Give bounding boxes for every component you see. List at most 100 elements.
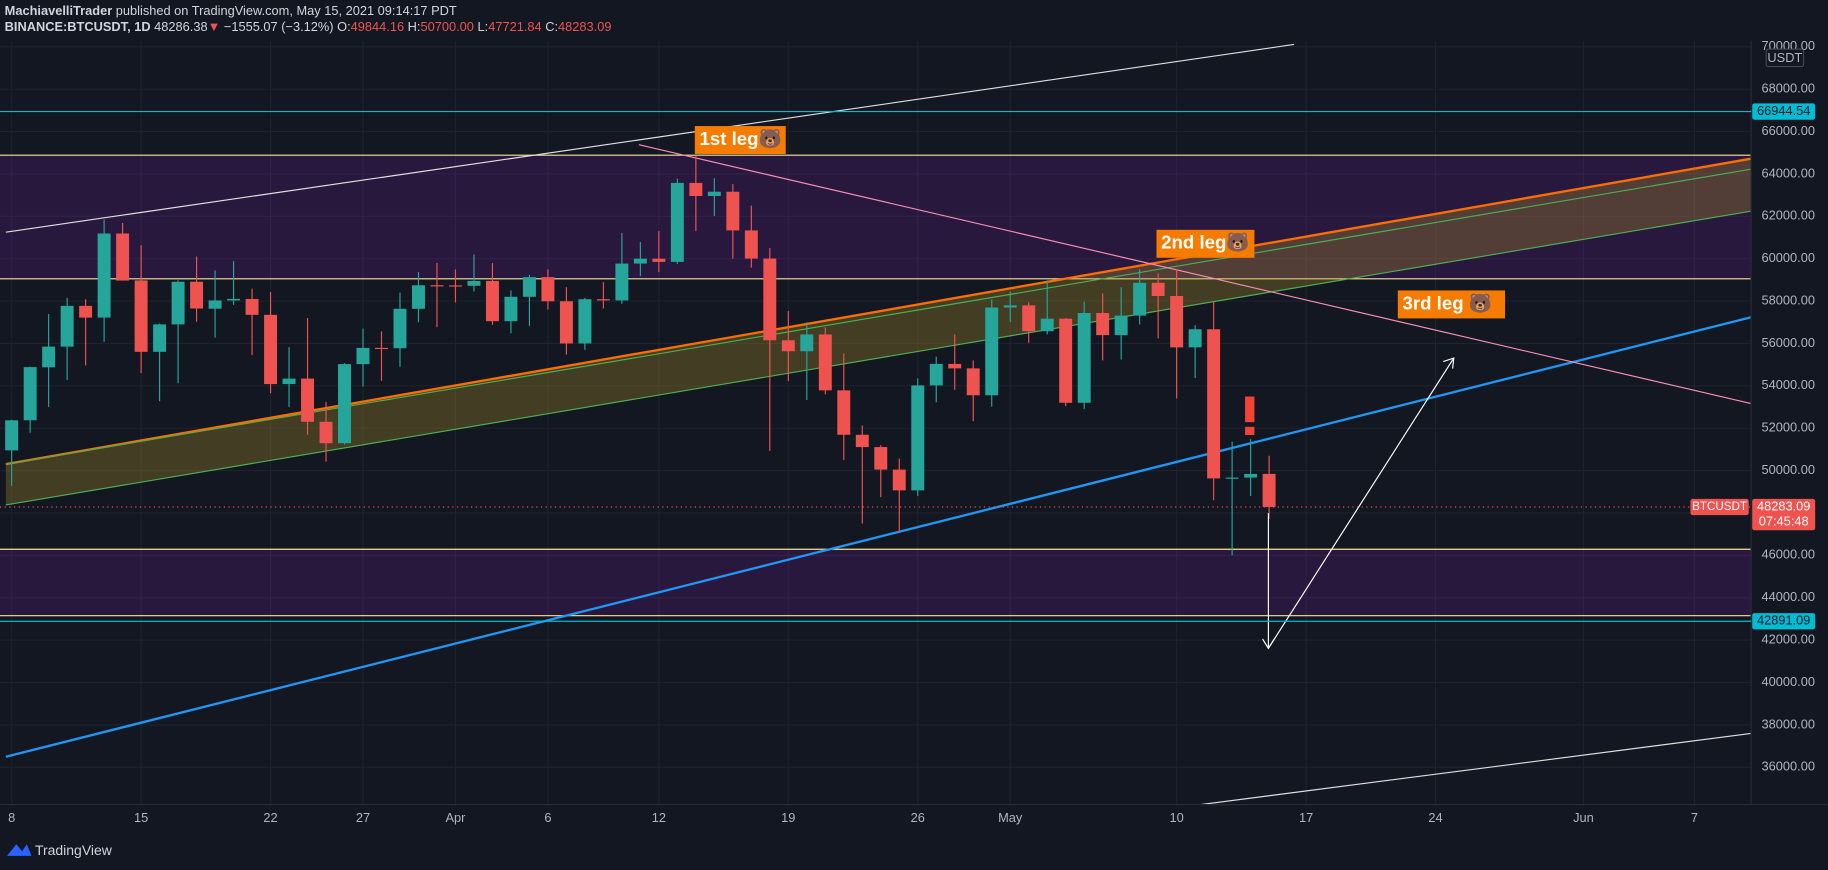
x-tick-label: May: [998, 810, 1023, 825]
author: MachiavelliTrader: [5, 3, 113, 18]
candle-body: [726, 191, 740, 231]
candle-body: [744, 230, 758, 259]
y-tick-label: 52000.00: [1762, 420, 1815, 435]
trendline: [5, 210, 1752, 506]
candle-body: [763, 258, 777, 341]
candle-body: [1077, 313, 1091, 403]
annotation-box: [1397, 290, 1506, 319]
trendline: [5, 43, 1295, 233]
c-label: C:: [545, 20, 558, 35]
last: 48286.38: [154, 20, 207, 35]
level-label-box: [1752, 613, 1816, 630]
candle-body: [1059, 318, 1073, 403]
zone: [0, 155, 1752, 279]
candle-body: [153, 324, 167, 352]
candle-body: [985, 307, 999, 396]
annotations: 1st leg🐻 2nd leg🐻 3rd leg 🐻: [694, 126, 1506, 319]
brand: TradingView: [6, 842, 113, 858]
y-tick-label: 36000.00: [1762, 759, 1815, 774]
last-price-box: [1752, 498, 1816, 531]
y-tick-label: 44000.00: [1762, 589, 1815, 604]
change: −1555.07 (−3.12%): [224, 20, 334, 35]
y-tick-label: 64000.00: [1762, 165, 1815, 180]
y-tick-label: 68000.00: [1762, 81, 1815, 96]
currency: USDT: [1767, 50, 1802, 65]
x-tick-label: 12: [652, 810, 666, 825]
x-tick-label: 19: [781, 810, 795, 825]
last-price-label: 48283.09: [1757, 498, 1810, 513]
o-value: 49844.16: [351, 20, 404, 35]
candle-body: [652, 258, 666, 262]
trendline: [5, 316, 1752, 758]
candle-body: [97, 233, 111, 318]
candle-body: [929, 363, 943, 386]
candle-body: [301, 378, 315, 422]
candle-body: [245, 298, 259, 315]
candle-body: [393, 308, 407, 349]
x-tick-label: 15: [134, 810, 148, 825]
y-tick-label: 40000.00: [1762, 674, 1815, 689]
candle-body: [596, 299, 610, 301]
candle-body: [116, 233, 130, 281]
l-label: L:: [478, 20, 489, 35]
candle-body: [1244, 473, 1258, 478]
level-label: 66944.54: [1757, 103, 1810, 118]
exclamation: [1245, 426, 1255, 435]
candle-body: [689, 182, 703, 196]
grid: [0, 40, 1752, 805]
annotation: 3rd leg 🐻: [1402, 291, 1492, 314]
channel-fill: [5, 158, 1752, 505]
published: published on TradingView.com, May 15, 20…: [116, 3, 457, 18]
symbol-label: BTCUSDT: [1692, 500, 1747, 513]
y-tick-label: 58000.00: [1762, 292, 1815, 307]
x-tick-label: 22: [263, 810, 277, 825]
candle-body: [1170, 295, 1184, 348]
candle-body: [282, 378, 296, 385]
candle-body: [190, 281, 204, 309]
trendline: [638, 144, 1752, 405]
x-tick-label: 24: [1428, 810, 1442, 825]
candle-body: [319, 421, 333, 444]
brand-name[interactable]: TradingView: [35, 842, 113, 858]
candle-body: [171, 281, 185, 325]
currency-box: [1765, 48, 1805, 68]
x-tick-label: Apr: [445, 810, 466, 825]
y-tick-label: 62000.00: [1762, 208, 1815, 223]
candle-body: [1114, 315, 1128, 336]
candle-body: [1207, 329, 1221, 479]
x-tick-label: 6: [544, 810, 551, 825]
candle-body: [578, 299, 592, 344]
candle-body: [356, 347, 370, 365]
candle-body: [818, 334, 832, 391]
candle-body: [42, 346, 56, 368]
candle-body: [1151, 282, 1165, 296]
candle-body: [1003, 305, 1017, 308]
annotation-box: [694, 126, 786, 155]
x-tick-label: 26: [911, 810, 925, 825]
x-tick-label: 8: [8, 810, 15, 825]
c-value: 48283.09: [558, 20, 611, 35]
candle-body: [615, 263, 629, 301]
arrow: [1267, 357, 1455, 649]
symbol-box: [1690, 498, 1749, 516]
candle-body: [966, 368, 980, 396]
candle-body: [1262, 473, 1276, 507]
candle-body: [559, 301, 573, 344]
trendline: [5, 168, 1752, 465]
candle-body: [375, 347, 388, 350]
candle-body: [430, 285, 444, 287]
level-label: 42891.09: [1757, 613, 1810, 628]
candle-body: [1133, 282, 1147, 316]
logo: [6, 844, 32, 856]
candle-body: [670, 182, 684, 262]
y-tick-label: 60000.00: [1762, 250, 1815, 265]
candle-body: [338, 364, 351, 444]
trendline: [1200, 732, 1752, 805]
candle-body: [79, 305, 93, 318]
candle-body: [522, 277, 536, 297]
candle-body: [1022, 305, 1036, 332]
header-line: BINANCE:BTCUSDT, 1D 48286.38▼ −1555.07 (…: [5, 20, 612, 35]
x-tick-label: Jun: [1573, 810, 1594, 825]
y-tick-label: 50000.00: [1762, 462, 1815, 477]
